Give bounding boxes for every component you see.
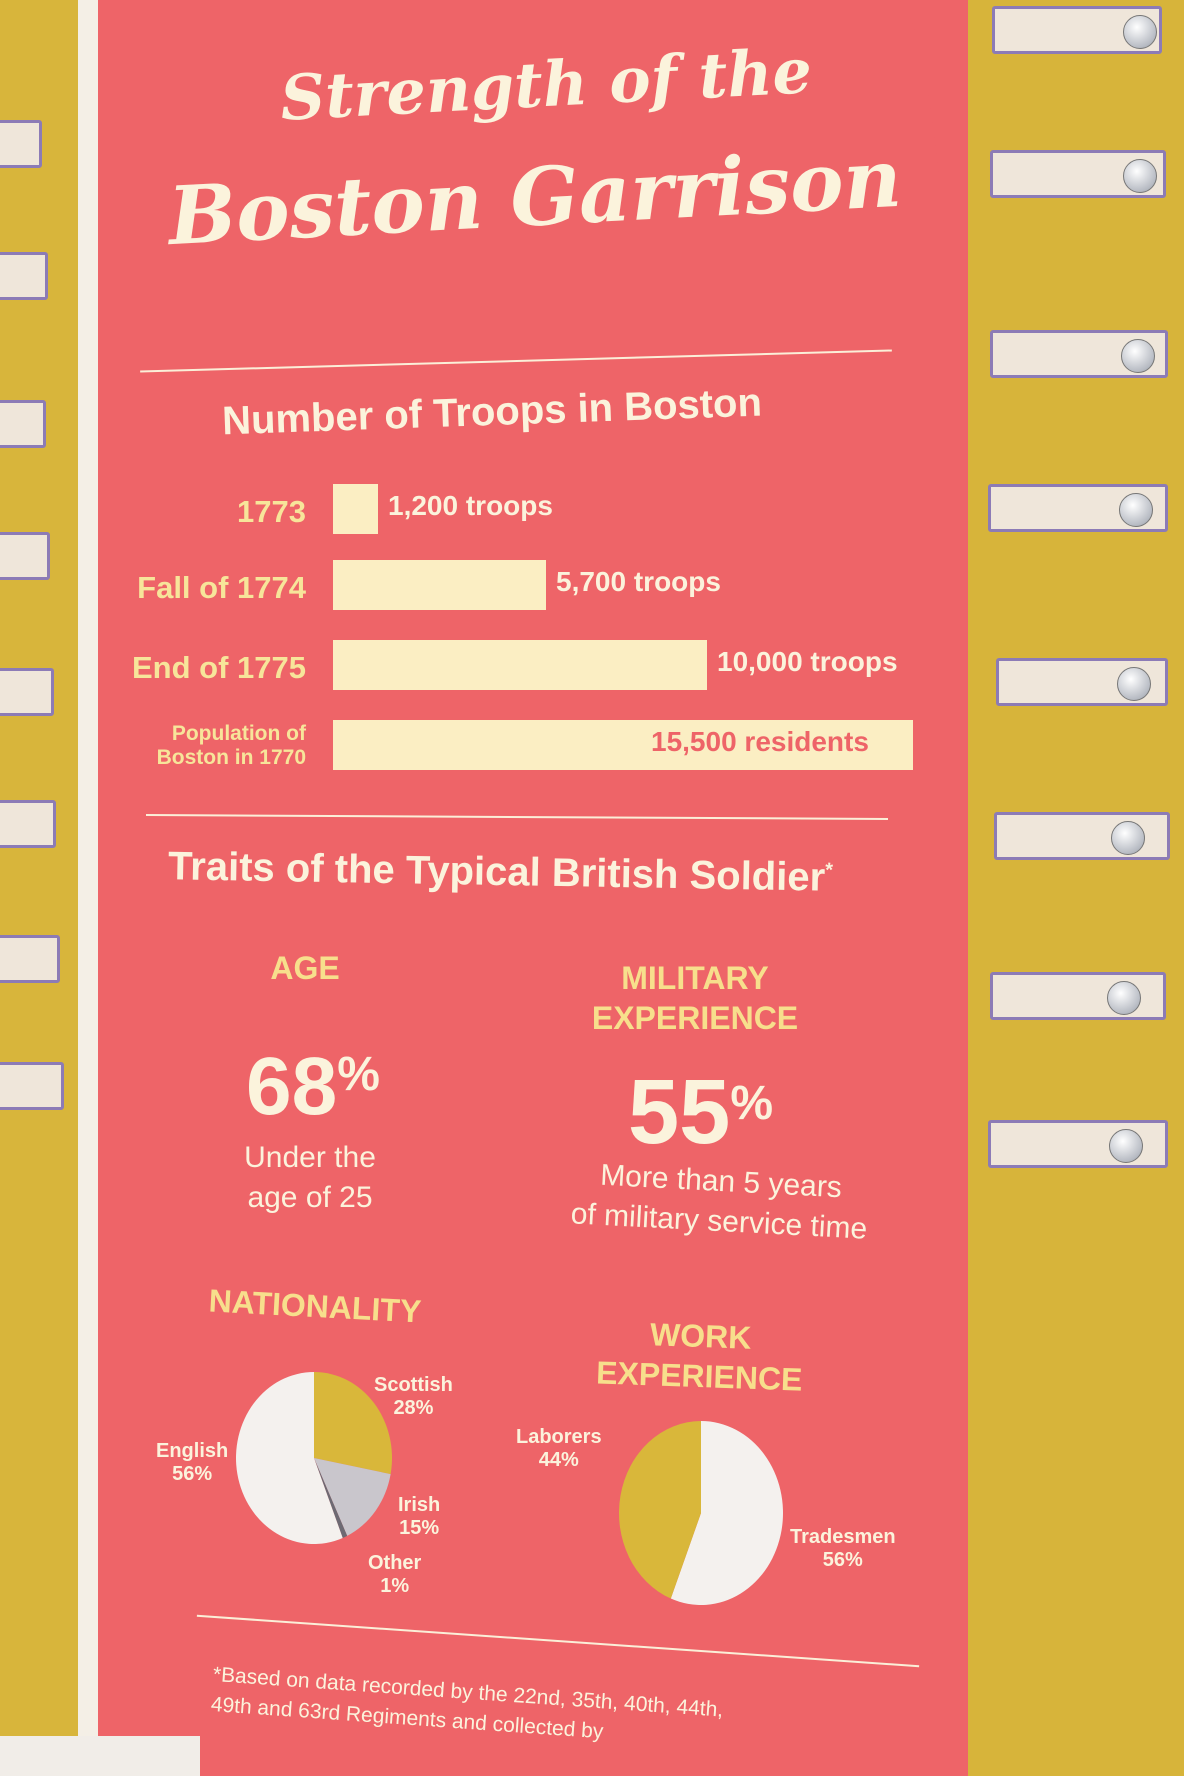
bar-category-line: Fall of 1774 bbox=[137, 570, 306, 605]
bar-category-label: 1773 bbox=[237, 494, 306, 530]
button-loop bbox=[992, 6, 1162, 54]
pie-label-other-pct: 1% bbox=[380, 1575, 410, 1597]
bar-category-label: Population of Boston in 1770 bbox=[157, 722, 306, 770]
button-loop bbox=[0, 668, 54, 716]
age-description: Under the age of 25 bbox=[190, 1138, 430, 1218]
button-icon bbox=[1107, 981, 1141, 1015]
pie-label-laborers-pct: 44% bbox=[538, 1449, 579, 1471]
pie-label-laborers: Laborers 44% bbox=[516, 1426, 602, 1472]
age-value: 68 bbox=[246, 1041, 338, 1132]
button-loop bbox=[0, 252, 48, 300]
pie-label-tradesmen: Tradesmen 56% bbox=[790, 1526, 896, 1572]
bar-category-line: End of 1775 bbox=[132, 650, 306, 685]
button-loop bbox=[990, 972, 1166, 1020]
bar bbox=[333, 720, 913, 770]
military-value: 55 bbox=[628, 1061, 731, 1163]
button-icon bbox=[1111, 821, 1145, 855]
bar-value-label: 15,500 residents bbox=[651, 726, 869, 757]
button-icon bbox=[1109, 1129, 1143, 1163]
pie-slice-tradesmen bbox=[670, 1421, 783, 1605]
bar-category-line: Boston in 1770 bbox=[156, 746, 306, 769]
work-heading: WORK EXPERIENCE bbox=[579, 1312, 822, 1400]
bar-value-label: 10,000 troops bbox=[717, 646, 898, 677]
button-loop bbox=[990, 330, 1168, 378]
pie-label-tradesmen-pct: 56% bbox=[822, 1549, 863, 1571]
button-icon bbox=[1123, 159, 1157, 193]
button-loop bbox=[0, 400, 46, 448]
age-heading: AGE bbox=[270, 950, 340, 986]
bar bbox=[333, 640, 707, 690]
pie-label-irish-name: Irish bbox=[398, 1494, 441, 1516]
bar-category-label: Fall of 1774 bbox=[137, 570, 306, 606]
age-desc-line-1: Under the bbox=[244, 1141, 376, 1174]
button-loop bbox=[988, 484, 1168, 532]
military-heading-line-1: MILITARY bbox=[621, 960, 769, 996]
button-icon bbox=[1117, 667, 1151, 701]
bar-category-line: 1773 bbox=[237, 494, 306, 529]
bar-category-label: End of 1775 bbox=[132, 650, 306, 686]
pie-label-scottish-pct: 28% bbox=[393, 1397, 434, 1419]
age-desc-line-2: age of 25 bbox=[247, 1181, 373, 1214]
nationality-pie-chart bbox=[236, 1372, 392, 1544]
button-loop bbox=[990, 150, 1166, 198]
button-icon bbox=[1121, 339, 1155, 373]
white-stripe bbox=[78, 0, 98, 1776]
bar bbox=[333, 484, 378, 534]
pie-slice-other bbox=[314, 1458, 348, 1538]
military-percent: 55% bbox=[628, 1060, 773, 1165]
pie-slice-scottish bbox=[314, 1372, 392, 1475]
military-heading-line-2: EXPERIENCE bbox=[591, 1000, 799, 1036]
wall-right bbox=[954, 0, 1184, 1776]
button-loop bbox=[0, 935, 60, 983]
age-percent: 68% bbox=[246, 1040, 380, 1134]
button-loop bbox=[0, 532, 50, 580]
bar bbox=[333, 560, 546, 610]
button-loop bbox=[0, 120, 42, 168]
military-percent-sign: % bbox=[730, 1077, 774, 1130]
button-icon bbox=[1123, 15, 1157, 49]
button-loop bbox=[0, 800, 56, 848]
pie-label-laborers-name: Laborers bbox=[516, 1426, 602, 1448]
pie-label-irish-pct: 15% bbox=[399, 1517, 440, 1539]
banner-edge bbox=[848, 0, 968, 1776]
button-loop bbox=[988, 1120, 1168, 1168]
pie-label-irish: Irish 15% bbox=[398, 1494, 440, 1540]
pie-slice-english bbox=[236, 1372, 343, 1544]
military-heading: MILITARY EXPERIENCE bbox=[560, 958, 830, 1038]
pie-label-other: Other 1% bbox=[368, 1552, 421, 1598]
pie-slice-irish bbox=[314, 1458, 391, 1536]
age-percent-sign: % bbox=[337, 1048, 380, 1101]
pie-label-english-pct: 56% bbox=[172, 1463, 213, 1485]
floor bbox=[0, 1736, 200, 1776]
traits-asterisk: * bbox=[825, 859, 834, 882]
button-loop bbox=[994, 812, 1170, 860]
work-heading-line-2: EXPERIENCE bbox=[595, 1354, 804, 1398]
pie-label-scottish-name: Scottish bbox=[374, 1374, 453, 1396]
button-loop bbox=[0, 1062, 64, 1110]
pie-slice-laborers bbox=[619, 1421, 701, 1599]
pie-label-english-name: English bbox=[156, 1440, 229, 1462]
pie-label-english: English 56% bbox=[156, 1440, 228, 1486]
button-loop bbox=[996, 658, 1168, 706]
pie-label-scottish: Scottish 28% bbox=[374, 1374, 453, 1420]
work-pie-chart bbox=[619, 1421, 783, 1605]
pie-label-other-name: Other bbox=[368, 1552, 422, 1574]
bar-category-line: Population of bbox=[171, 722, 306, 745]
bar-value-label: 1,200 troops bbox=[388, 490, 553, 521]
button-icon bbox=[1119, 493, 1153, 527]
pie-label-tradesmen-name: Tradesmen bbox=[790, 1526, 896, 1548]
bar-value-label: 5,700 troops bbox=[556, 566, 721, 597]
